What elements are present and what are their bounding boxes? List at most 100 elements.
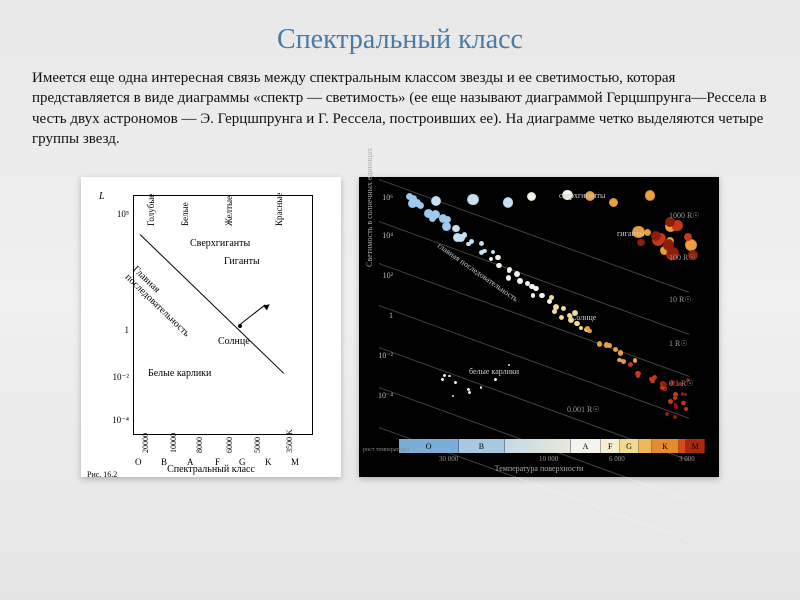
star-marker [431,196,441,206]
star-marker [663,239,674,250]
spectral-segment [679,439,686,453]
star-marker [549,295,554,300]
star-marker [507,269,511,273]
right-temp-tick: 10 000 [539,455,558,463]
right-ann-giants: гиганты [617,229,645,238]
left-column-head: Желтые [224,196,234,226]
right-ytick: 10⁻⁴ [371,391,393,400]
star-marker [454,381,457,384]
right-ytick: 10⁶ [371,193,393,202]
star-marker [645,190,655,200]
sun-marker [238,324,242,328]
spectral-segment [505,439,571,453]
star-marker [673,415,677,419]
right-radius-label: 1 R☉ [669,339,688,348]
star-marker [467,194,478,205]
left-column-head: Голубые [146,194,156,226]
right-ytick: 10⁻² [371,351,393,360]
star-marker [665,412,669,416]
star-marker [491,250,496,255]
star-marker [468,391,471,394]
star-marker [466,242,471,247]
right-temp-tick: 30 000 [439,455,458,463]
left-frame: Сверхгиганты Гиганты Главная последовате… [133,195,313,435]
star-marker [684,407,688,411]
star-marker [508,364,511,367]
star-marker [495,255,500,260]
star-marker [650,379,655,384]
star-marker [684,393,688,397]
star-marker [674,405,678,409]
star-marker [417,202,424,209]
spectral-segment: M [686,439,705,453]
star-marker [651,231,661,241]
right-x-label: Температура поверхности [359,464,719,473]
left-ytick: 10⁻⁴ [99,415,129,426]
right-y-label: Светимость в солнечных единицах [365,148,374,267]
left-xtemp: 20000 [141,433,150,453]
star-marker [531,293,536,298]
spectral-band: OBAFGKM [399,439,705,453]
right-ann-supergiants: сверхгиганты [559,191,605,200]
left-diagram: L Сверхгиганты Гиганты Главная последова… [81,177,341,477]
star-marker [633,358,637,362]
left-xtemp: 8000 [195,437,204,453]
right-temp-tick: 3 000 [679,455,695,463]
right-radius-label: 1000 R☉ [669,211,700,220]
star-marker [607,343,611,347]
star-marker [527,192,536,201]
right-ytick: 10⁴ [371,231,393,240]
star-marker [621,359,626,364]
star-marker [613,347,618,352]
right-radius-label: 10 R☉ [669,295,692,304]
right-diagram: 10⁶10⁴10²110⁻²10⁻⁴ Светимость в солнечны… [359,177,719,477]
right-radius-label: 100 R☉ [669,253,696,262]
spectral-segment: F [601,439,620,453]
star-marker [628,362,633,367]
left-y-label: L [99,191,105,202]
star-marker [552,309,556,313]
right-ann-sun: Солнце [571,313,596,322]
star-marker [533,286,538,291]
body-paragraph: Имеется еще одна интересная связь между … [0,68,800,149]
star-marker [448,375,450,377]
star-marker [489,257,494,262]
spectral-segment: K [652,439,680,453]
star-marker [579,326,583,330]
star-marker [441,378,443,380]
star-marker [482,249,487,254]
star-marker [514,271,520,277]
star-marker [442,222,451,231]
left-ann-sun: Солнце [218,336,250,347]
left-xtemp: 3500 K [285,429,294,453]
star-marker [681,401,686,406]
left-xtemp: 10000 [169,433,178,453]
left-ann-supergiants: Сверхгиганты [190,238,250,249]
star-marker [539,293,544,298]
right-plot: 10⁶10⁴10²110⁻²10⁻⁴ Светимость в солнечны… [359,177,719,477]
left-ytick: 10⁻² [99,372,129,383]
spectral-segment: G [620,439,639,453]
left-column-head: Белые [180,202,190,226]
star-marker [443,374,446,377]
star-marker [637,239,644,246]
star-marker [462,232,468,238]
right-radius-label: 0.001 R☉ [567,405,600,414]
star-marker [587,329,592,334]
star-marker [452,395,454,397]
star-marker [559,315,564,320]
star-marker [480,386,483,389]
spectral-segment: B [459,439,504,453]
right-ann-whitedwarfs: белые карлики [469,367,519,376]
star-marker [597,341,603,347]
right-radius-label: 0.1 R☉ [669,379,694,388]
star-marker [664,388,667,391]
left-ann-giants: Гиганты [224,256,260,267]
star-marker [517,278,522,283]
left-ann-whitedwarfs: Белые карлики [148,368,211,379]
left-ytick: 1 [99,325,129,335]
right-ytick: 10² [371,271,393,280]
right-left-small: рост температуры [363,447,409,453]
star-marker [496,263,501,268]
spectral-segment: A [571,439,602,453]
